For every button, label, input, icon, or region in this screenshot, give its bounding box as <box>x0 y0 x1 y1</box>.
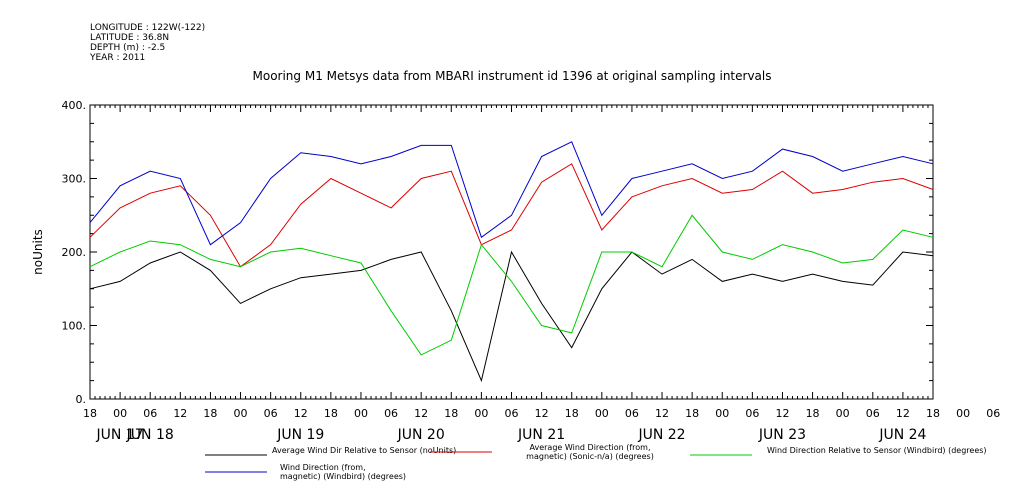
x-axis: 18 00 06 12 18 00 06 12 18 00 06 12 18 00 06 12 18 00 06 12… <box>83 105 1000 443</box>
legend-label: Average Wind Direction (from, magnetic) (… <box>526 443 654 461</box>
series-line <box>89 141 934 246</box>
x-tick-label: 06 <box>986 407 1000 420</box>
y-tick-label: 400. <box>62 99 87 112</box>
meta-line: LATITUDE : 36.8N <box>90 33 169 43</box>
x-tick-label: 00 <box>956 407 970 420</box>
x-tick-label: 00 <box>354 407 368 420</box>
chart-title: Mooring M1 Metsys data from MBARI instru… <box>253 69 772 83</box>
x-tick-label: 06 <box>505 407 519 420</box>
day-label: JUN 23 <box>758 427 806 443</box>
x-tick-label: 12 <box>294 407 308 420</box>
x-tick-label: 06 <box>264 407 278 420</box>
y-tick-label: 100. <box>62 320 87 333</box>
x-tick-label: 18 <box>926 407 940 420</box>
day-label: JUN 21 <box>517 427 565 443</box>
x-tick-label: 12 <box>535 407 549 420</box>
series-line <box>89 163 934 268</box>
y-tick-label: 200. <box>62 246 87 259</box>
meta-line: LONGITUDE : 122W(-122) <box>90 23 205 33</box>
legend-label: Average Wind Dir Relative to Sensor (noU… <box>272 446 456 455</box>
x-tick-label: 00 <box>234 407 248 420</box>
legend-label: Wind Direction Relative to Sensor (Windb… <box>767 446 987 455</box>
x-tick-label: 12 <box>173 407 187 420</box>
day-label: JUN 17 <box>96 427 144 443</box>
x-tick-label: 12 <box>896 407 910 420</box>
x-tick-label: 06 <box>866 407 880 420</box>
metadata-block: LONGITUDE : 122W(-122) LATITUDE : 36.8N … <box>89 23 205 63</box>
x-tick-label: 12 <box>775 407 789 420</box>
day-label: JUN 18 <box>126 427 174 443</box>
day-label: JUN 20 <box>397 427 445 443</box>
y-axis: 0. 100. 200. 300. 400. <box>62 99 933 406</box>
x-tick-label: 18 <box>565 407 579 420</box>
meta-line: DEPTH (m) : -2.5 <box>90 43 165 53</box>
y-tick-label: 0. <box>76 393 87 406</box>
x-tick-label: 18 <box>324 407 338 420</box>
x-tick-label: 00 <box>474 407 488 420</box>
x-tick-label: 00 <box>836 407 850 420</box>
x-tick-label: 18 <box>83 407 97 420</box>
day-label: JUN 24 <box>878 427 926 443</box>
x-tick-label: 18 <box>203 407 217 420</box>
x-tick-label: 00 <box>595 407 609 420</box>
x-tick-label: 00 <box>715 407 729 420</box>
meta-line: YEAR : 2011 <box>89 53 145 63</box>
series-line <box>89 214 934 356</box>
day-label: JUN 22 <box>637 427 685 443</box>
x-tick-label: 12 <box>655 407 669 420</box>
x-tick-label: 06 <box>625 407 639 420</box>
x-tick-label: 06 <box>745 407 759 420</box>
x-tick-label: 18 <box>806 407 820 420</box>
y-axis-label: noUnits <box>31 229 45 275</box>
series-layer <box>89 141 934 383</box>
x-tick-label: 00 <box>113 407 127 420</box>
y-tick-label: 300. <box>62 173 87 186</box>
x-tick-label: 06 <box>384 407 398 420</box>
day-label: JUN 19 <box>276 427 324 443</box>
x-tick-label: 12 <box>414 407 428 420</box>
legend: Average Wind Dir Relative to Sensor (noU… <box>205 443 987 481</box>
x-tick-label: 06 <box>143 407 157 420</box>
legend-label: Wind Direction (from, magnetic) (Windbird… <box>280 463 406 481</box>
series-line <box>89 250 934 383</box>
x-tick-label: 18 <box>444 407 458 420</box>
x-tick-label: 18 <box>685 407 699 420</box>
